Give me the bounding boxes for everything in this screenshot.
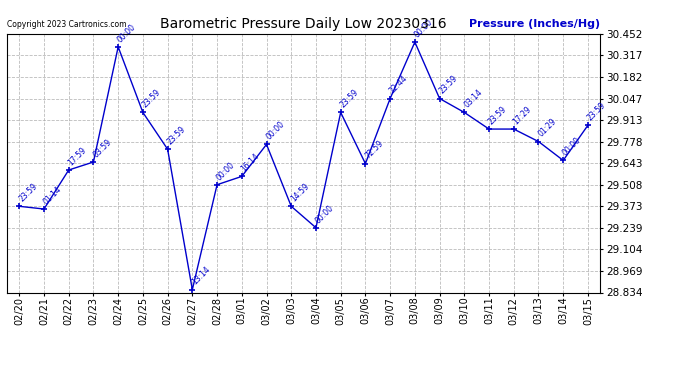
Text: 00:00: 00:00 — [314, 203, 336, 225]
Text: Pressure (Inches/Hg): Pressure (Inches/Hg) — [469, 19, 600, 28]
Text: 23:59: 23:59 — [487, 105, 509, 126]
Text: 23:59: 23:59 — [437, 74, 460, 96]
Text: 23:59: 23:59 — [339, 88, 360, 109]
Text: 23:59: 23:59 — [586, 100, 608, 123]
Text: 14:59: 14:59 — [289, 182, 311, 204]
Text: 23:59: 23:59 — [166, 124, 187, 146]
Text: 00:00: 00:00 — [561, 136, 583, 158]
Text: 13:14: 13:14 — [190, 265, 212, 287]
Text: 03:14: 03:14 — [462, 88, 484, 109]
Text: 03:59: 03:59 — [91, 137, 113, 159]
Text: 72:59: 72:59 — [363, 139, 385, 161]
Text: 00:00: 00:00 — [264, 120, 286, 142]
Text: 23:59: 23:59 — [17, 182, 39, 204]
Text: 00:00: 00:00 — [116, 22, 138, 44]
Text: 00:00: 00:00 — [215, 160, 237, 182]
Text: 17:29: 17:29 — [511, 105, 533, 126]
Text: 16:14: 16:14 — [239, 152, 262, 174]
Text: 00:00: 00:00 — [413, 17, 435, 39]
Text: 01:14: 01:14 — [42, 184, 63, 206]
Text: 01:29: 01:29 — [536, 117, 558, 139]
Text: Copyright 2023 Cartronics.com: Copyright 2023 Cartronics.com — [7, 20, 126, 28]
Title: Barometric Pressure Daily Low 20230316: Barometric Pressure Daily Low 20230316 — [160, 17, 447, 31]
Text: 17:59: 17:59 — [66, 146, 88, 167]
Text: 22:44: 22:44 — [388, 74, 410, 96]
Text: 23:59: 23:59 — [141, 88, 163, 109]
